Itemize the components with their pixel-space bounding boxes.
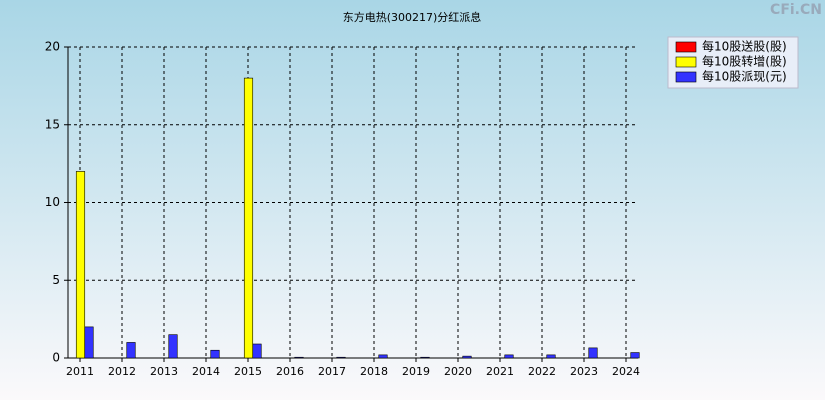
bar <box>336 356 346 359</box>
x-tick-label: 2013 <box>150 365 178 378</box>
x-tick-label: 2023 <box>570 365 598 378</box>
bar <box>462 355 472 359</box>
x-tick-label: 2021 <box>486 365 514 378</box>
bar <box>630 352 640 359</box>
legend-label: 每10股派现(元) <box>702 69 787 84</box>
bar <box>546 354 556 359</box>
x-tick-label: 2014 <box>192 365 220 378</box>
y-tick-label: 5 <box>52 273 60 287</box>
legend-swatch <box>675 56 697 68</box>
bar <box>168 334 178 359</box>
bar <box>378 354 388 359</box>
legend-label: 每10股转增(股) <box>702 54 787 69</box>
bar <box>420 356 430 359</box>
bar <box>75 171 86 359</box>
legend-swatch <box>675 41 697 53</box>
x-tick-label: 2015 <box>234 365 262 378</box>
bar <box>126 342 136 359</box>
bar <box>294 356 304 359</box>
y-tick-label: 10 <box>45 195 60 209</box>
y-tick-label: 20 <box>45 40 60 54</box>
bar <box>84 326 94 359</box>
x-tick-label: 2017 <box>318 365 346 378</box>
x-tick-label: 2019 <box>402 365 430 378</box>
x-tick-label: 2022 <box>528 365 556 378</box>
x-tick-label: 2024 <box>612 365 640 378</box>
y-tick-label: 0 <box>52 351 60 365</box>
chart-title: 东方电热(300217)分红派息 <box>343 10 482 24</box>
bar <box>243 77 254 359</box>
bar <box>252 343 262 359</box>
legend-swatch <box>675 71 697 83</box>
x-tick-label: 2020 <box>444 365 472 378</box>
y-tick-label: 15 <box>45 117 60 131</box>
x-tick-label: 2011 <box>66 365 94 378</box>
bar <box>588 347 598 359</box>
bar <box>210 349 220 359</box>
x-tick-label: 2016 <box>276 365 304 378</box>
x-tick-label: 2012 <box>108 365 136 378</box>
x-tick-label: 2018 <box>360 365 388 378</box>
legend-label: 每10股送股(股) <box>702 39 787 54</box>
bar <box>504 354 514 359</box>
watermark: CFi.CN <box>770 2 822 18</box>
